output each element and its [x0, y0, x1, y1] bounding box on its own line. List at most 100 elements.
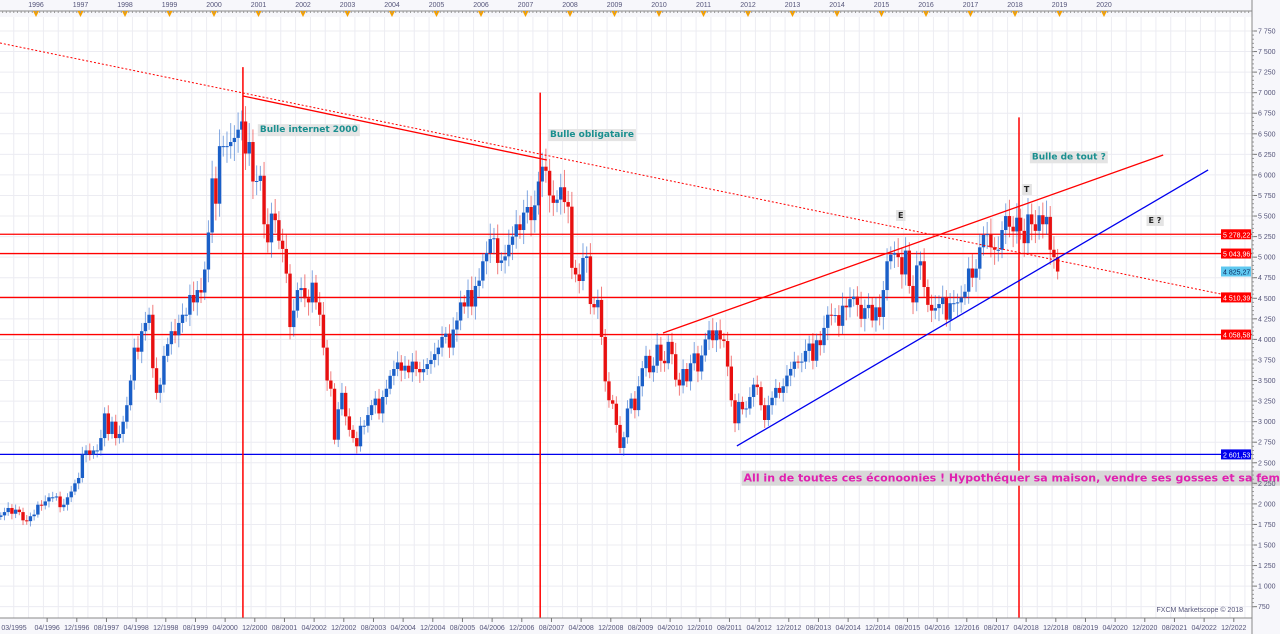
year-marker-icon: [745, 11, 751, 17]
candle: [421, 369, 426, 373]
candle: [714, 330, 719, 341]
candle: [610, 400, 615, 404]
candle: [748, 396, 752, 409]
candle: [1048, 216, 1052, 250]
candle: [725, 341, 730, 367]
candle: [347, 416, 352, 430]
date-label: 12/2008: [598, 625, 623, 632]
candle: [670, 341, 674, 355]
year-marker-icon: [789, 11, 796, 17]
candle: [996, 249, 1001, 251]
date-label: 12/2010: [687, 625, 712, 632]
candle: [777, 387, 782, 393]
year-marker-icon: [567, 11, 573, 17]
candle: [440, 336, 444, 348]
candle: [974, 268, 978, 278]
year-label: 2012: [740, 2, 756, 9]
level-price-label: 4 510,39: [1223, 295, 1250, 302]
candle: [744, 408, 748, 410]
candle: [1055, 257, 1060, 272]
candle: [559, 187, 563, 200]
year-label: 2015: [874, 2, 890, 9]
candle: [62, 504, 66, 508]
date-label: 12/1998: [153, 625, 178, 632]
trendline: [736, 169, 1209, 447]
top-time-axis[interactable]: 1996 1997 1998 1999 2000 2001 2002 2003 2004 2005…: [0, 2, 1252, 17]
candle: [136, 347, 140, 352]
price-axis[interactable]: 750 1 000 1 250 1 500 1 750 2 000 2 250 2 500 2 …: [1251, 0, 1276, 634]
candle: [940, 297, 945, 305]
candle: [1052, 249, 1056, 258]
candle: [978, 247, 982, 269]
candle: [132, 347, 136, 381]
year-label: 2007: [518, 2, 534, 9]
date-label: 04/1996: [34, 625, 59, 632]
candle: [751, 384, 756, 397]
candle: [1000, 230, 1004, 250]
annotation-label: Bulle de tout ?: [1032, 152, 1106, 162]
candle: [106, 413, 111, 434]
candle: [199, 290, 203, 293]
candle: [303, 288, 307, 299]
candle: [458, 302, 463, 321]
candle: [822, 327, 826, 346]
watermark: FXCM Marketscope © 2018: [1157, 606, 1244, 614]
candle: [355, 438, 359, 447]
candle: [633, 398, 637, 411]
candle: [677, 379, 682, 386]
candle: [228, 142, 233, 147]
year-marker-icon: [967, 11, 974, 17]
candle: [866, 304, 871, 309]
candle: [10, 507, 14, 514]
y-tick-label: 750: [1258, 604, 1270, 611]
candle: [892, 253, 897, 255]
date-label: 12/2004: [420, 625, 445, 632]
candle: [495, 238, 500, 263]
candle: [603, 336, 607, 382]
price-badges: 5 278,22 5 043,96 4 510,39 4 058,58 2 601,53…: [1221, 229, 1251, 460]
candle: [99, 438, 103, 451]
candle: [911, 285, 915, 303]
candle: [1041, 215, 1045, 225]
bottom-date-axis[interactable]: 03/1995 04/1996 12/1996 08/1997 04/1998 12/19…: [0, 617, 1252, 632]
candle: [277, 220, 281, 241]
year-label: 2004: [384, 2, 400, 9]
y-tick-label: 2 250: [1258, 481, 1276, 488]
candle: [232, 137, 237, 143]
candle: [655, 344, 659, 366]
year-label: 1996: [28, 2, 44, 9]
y-tick-label: 7 750: [1258, 29, 1276, 36]
candle: [195, 290, 200, 303]
candle: [410, 361, 415, 373]
candle: [722, 339, 726, 342]
year-label: 2006: [473, 2, 489, 9]
year-marker-icon: [255, 11, 262, 17]
year-marker-icon: [700, 11, 707, 17]
candle: [114, 421, 118, 439]
y-tick-label: 6 000: [1258, 172, 1276, 179]
y-tick-label: 1 000: [1258, 584, 1276, 591]
candle: [733, 400, 737, 424]
candle: [618, 424, 622, 448]
candle: [91, 450, 96, 455]
annotation-background: [257, 124, 360, 137]
candle: [729, 366, 734, 401]
candle: [169, 331, 174, 345]
year-label: 2016: [918, 2, 934, 9]
candle: [488, 239, 492, 254]
candle: [970, 268, 975, 278]
candle: [88, 450, 92, 455]
level-price-badge: [1221, 329, 1251, 340]
year-marker-icon: [1012, 11, 1018, 17]
candle: [599, 299, 604, 337]
candle: [529, 206, 533, 221]
candle: [84, 450, 88, 455]
candle: [588, 256, 593, 305]
candle: [681, 369, 685, 386]
candle: [533, 205, 537, 221]
current-price-label: 4 825,27: [1223, 270, 1250, 277]
candle: [2, 512, 7, 516]
candle: [577, 274, 581, 282]
candle: [1022, 230, 1026, 244]
